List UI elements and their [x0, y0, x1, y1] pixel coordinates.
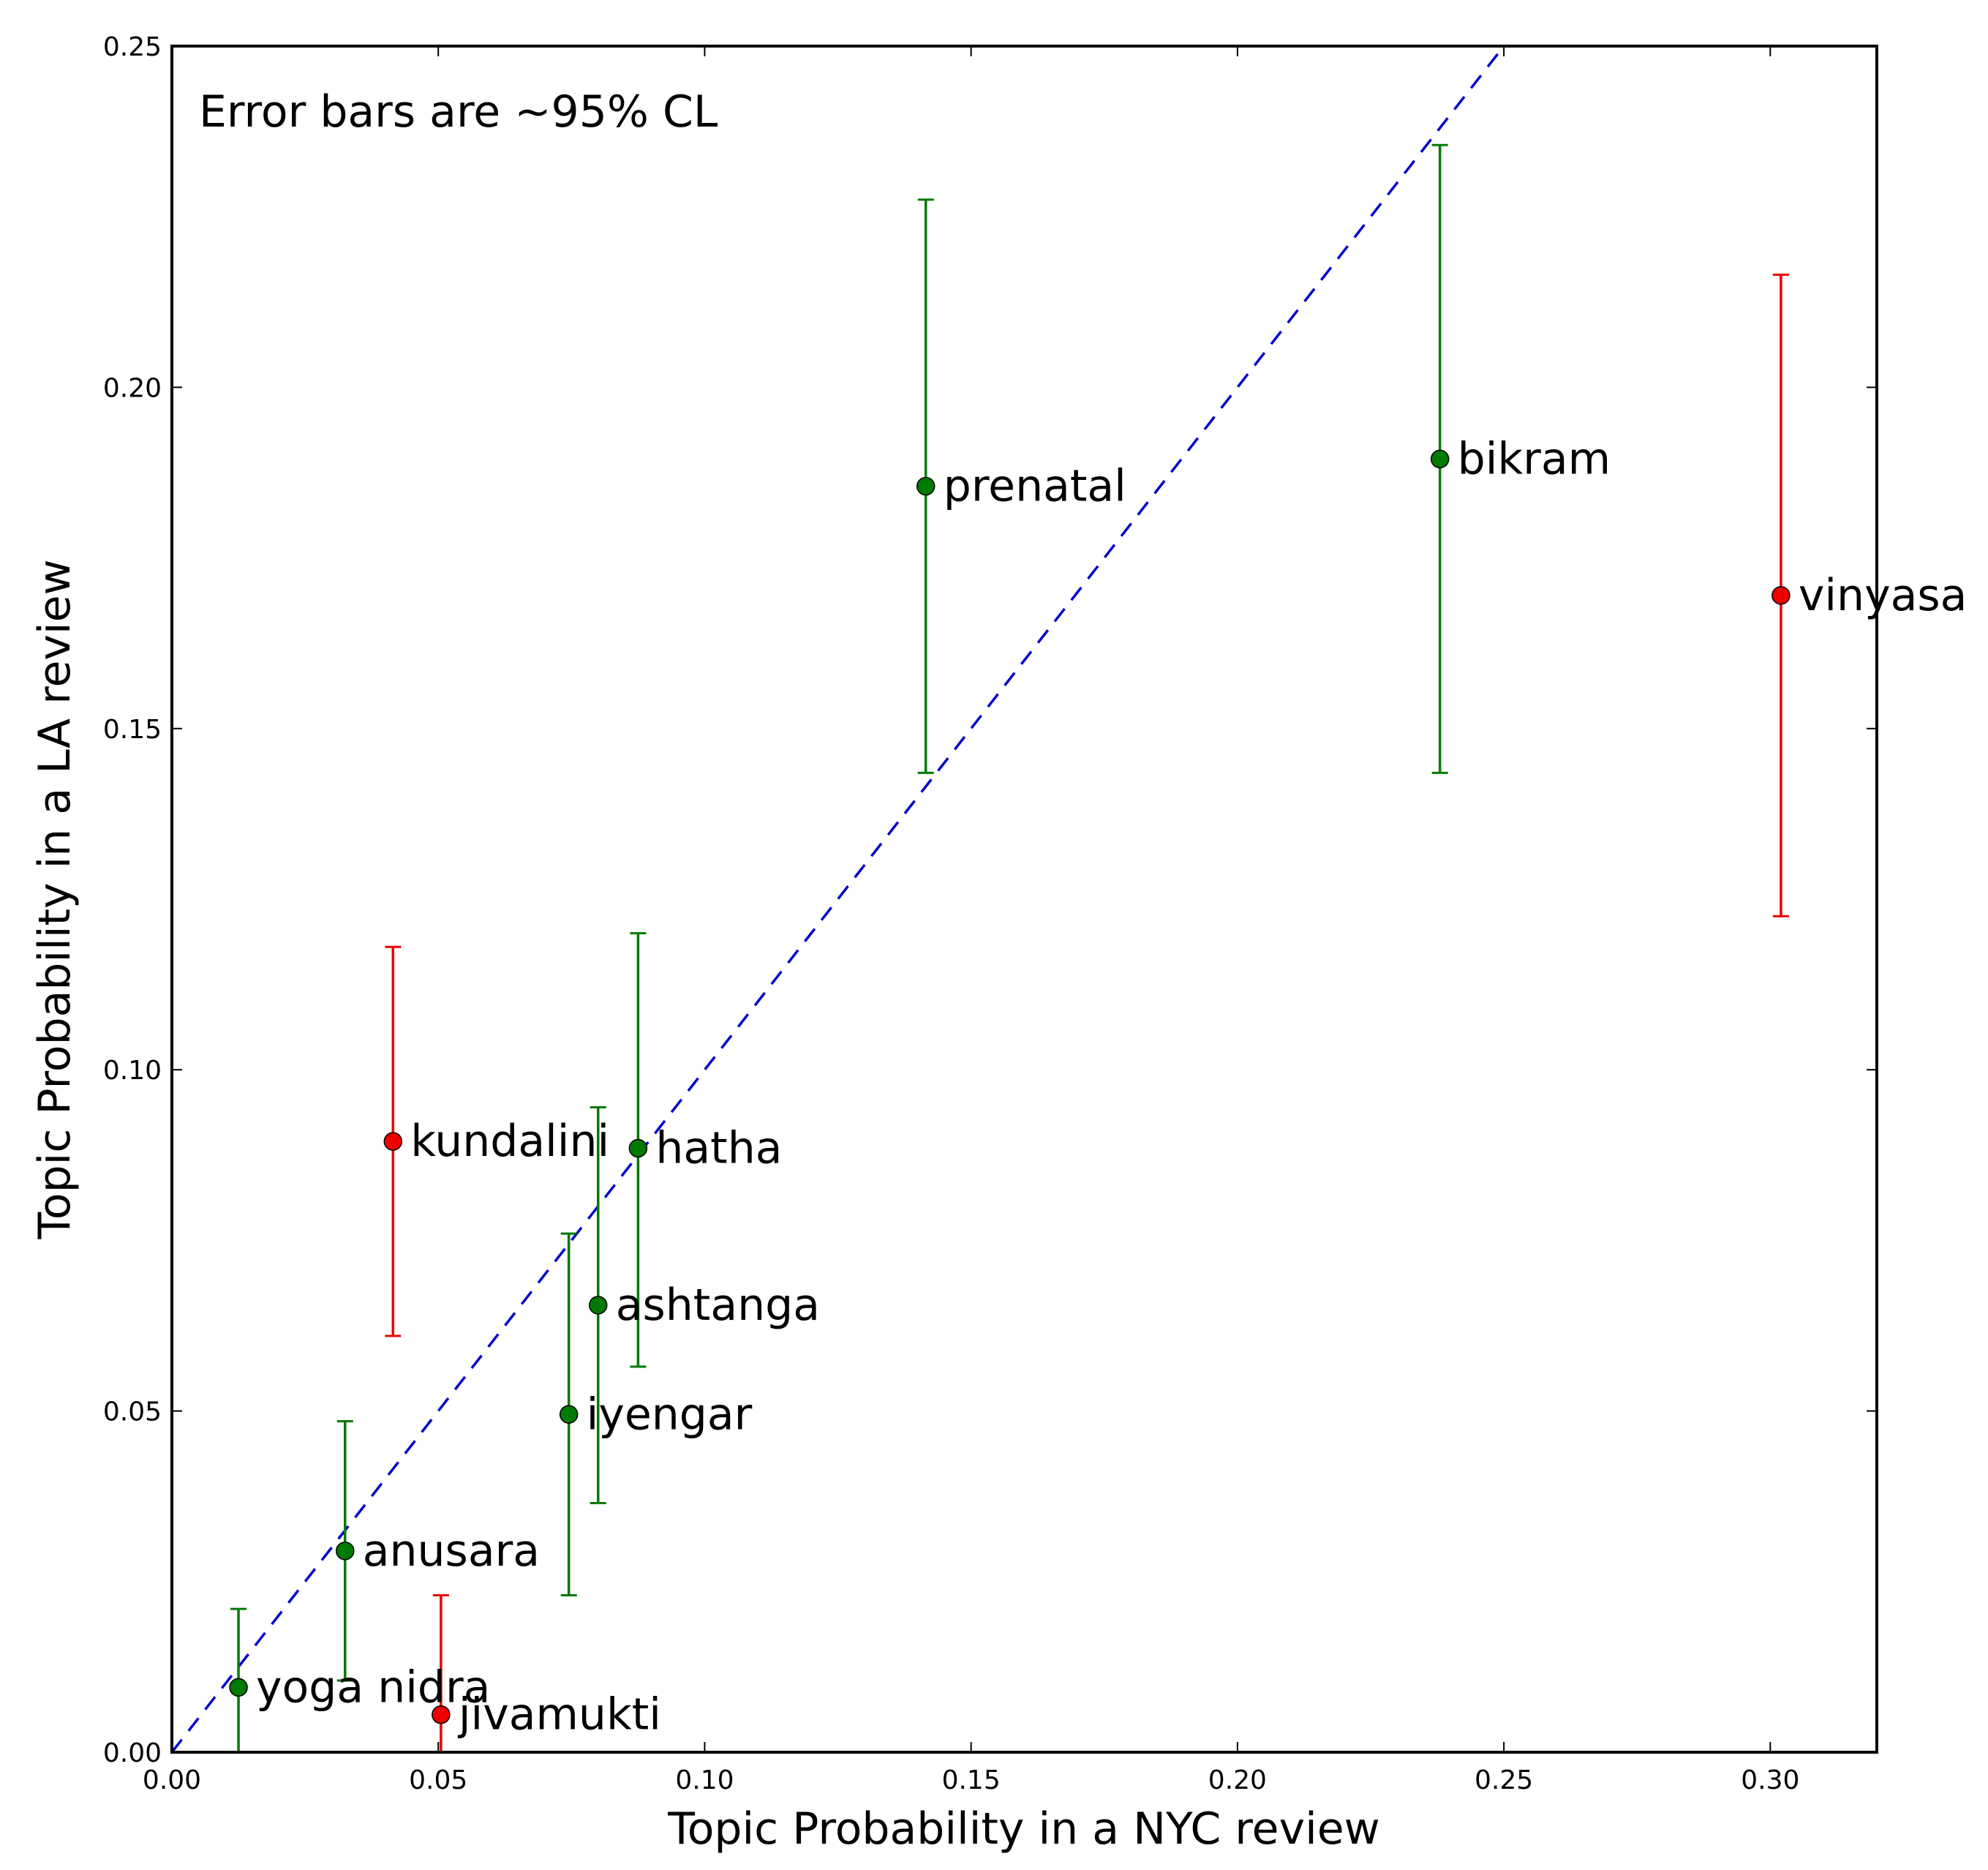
- x-axis-label: Topic Probability in a NYC review: [667, 1803, 1379, 1855]
- point-label: jivamukti: [457, 1689, 661, 1741]
- data-point: [916, 476, 935, 496]
- tick-layer: 0.00 0.05 0.10 0.15 0.20 0.25 0.30 0.00 0.05 0.10…: [103, 32, 1877, 1795]
- x-tick-label: 0.10: [675, 1765, 734, 1795]
- point-label: yoga nidra: [256, 1661, 490, 1713]
- x-tick-label: 0.30: [1741, 1765, 1799, 1795]
- data-point: [229, 1678, 248, 1697]
- data-point: [383, 1132, 403, 1151]
- point-label: ashtanga: [616, 1280, 820, 1331]
- point-label: vinyasa: [1799, 570, 1968, 621]
- data-point: [1771, 586, 1791, 605]
- y-tick-label: 0.15: [103, 715, 162, 745]
- plot-frame: [170, 45, 1878, 1754]
- point-layer: [229, 449, 1791, 1724]
- x-tick-label: 0.00: [143, 1765, 201, 1795]
- reference-line: [172, 46, 1505, 1752]
- y-tick-label: 0.00: [103, 1738, 162, 1768]
- x-tick-label: 0.15: [942, 1765, 1001, 1795]
- x-tick-label: 0.20: [1208, 1765, 1267, 1795]
- y-tick-label: 0.25: [103, 32, 162, 62]
- point-label: hatha: [655, 1122, 782, 1174]
- y-tick-label: 0.20: [103, 373, 162, 403]
- data-point: [589, 1296, 608, 1315]
- x-tick-label: 0.25: [1475, 1765, 1533, 1795]
- point-label: iyengar: [587, 1389, 753, 1440]
- annotation-text: Error bars are ~95% CL: [199, 86, 718, 138]
- y-tick-label: 0.05: [103, 1397, 162, 1427]
- point-label: kundalini: [410, 1116, 609, 1167]
- y-tick-label: 0.10: [103, 1056, 162, 1086]
- data-point: [628, 1138, 648, 1158]
- data-point: [559, 1405, 579, 1424]
- x-tick-label: 0.05: [409, 1765, 467, 1795]
- data-point: [1430, 449, 1450, 469]
- y-axis-label: Topic Probability in a LA review: [29, 559, 80, 1239]
- point-label-layer: yoga nidra anusara jivamukti kundalini iyeng…: [256, 433, 1967, 1740]
- point-label: bikram: [1458, 433, 1611, 484]
- point-label: prenatal: [944, 461, 1126, 512]
- data-point: [432, 1705, 451, 1724]
- data-point: [335, 1542, 355, 1561]
- reference-line-layer: [172, 46, 1505, 1752]
- point-label: anusara: [363, 1525, 540, 1577]
